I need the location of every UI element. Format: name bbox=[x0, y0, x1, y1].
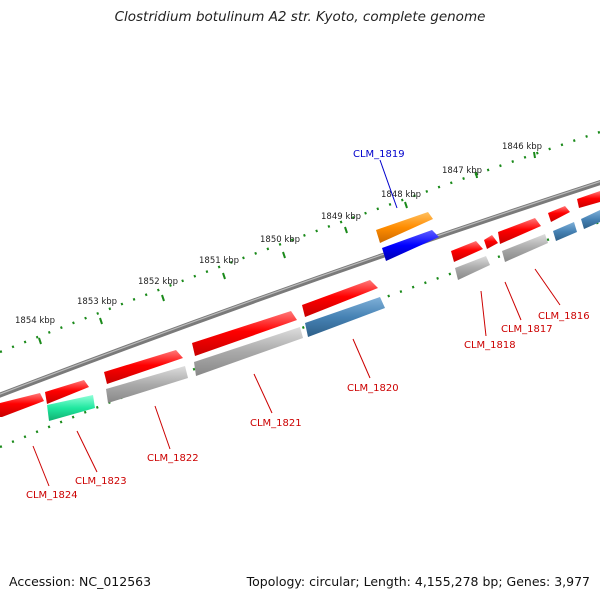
scale-label: 1849 kbp bbox=[321, 212, 361, 222]
inner-tick-ring bbox=[0, 220, 600, 449]
gene-label-clm-1817[interactable]: CLM_1817 bbox=[501, 324, 553, 335]
leader-clm-1820 bbox=[352, 338, 371, 379]
leader-clm-1817 bbox=[504, 281, 522, 321]
scale-label: 1851 kbp bbox=[199, 256, 239, 266]
leader-clm-1821 bbox=[253, 373, 273, 414]
leader-clm-1819 bbox=[379, 159, 398, 209]
gene-label-clm-1823[interactable]: CLM_1823 bbox=[75, 476, 127, 487]
map-title: Clostridium botulinum A2 str. Kyoto, com… bbox=[114, 9, 486, 25]
gene-label-clm-1818[interactable]: CLM_1818 bbox=[464, 340, 516, 351]
feature-clm-1817-cds[interactable] bbox=[498, 218, 541, 244]
feature-clm-1820-cds[interactable] bbox=[302, 280, 378, 317]
scale-label: 1850 kbp bbox=[260, 235, 300, 245]
leader-clm-1816 bbox=[534, 268, 561, 306]
scale-label: 1847 kbp bbox=[442, 166, 482, 176]
feature-small-cds[interactable] bbox=[484, 235, 498, 249]
feature-cds-edge[interactable] bbox=[577, 191, 600, 208]
feature-clm-1818-gene[interactable] bbox=[455, 256, 490, 280]
feature-clm-1819-cds[interactable] bbox=[382, 230, 439, 261]
gene-label-clm-1816[interactable]: CLM_1816 bbox=[538, 311, 590, 322]
gene-label-clm-1822[interactable]: CLM_1822 bbox=[147, 453, 199, 464]
feature-clm-1823-cds[interactable] bbox=[45, 380, 89, 404]
gene-label-clm-1819[interactable]: CLM_1819 bbox=[353, 149, 405, 160]
scale-label: 1846 kbp bbox=[502, 142, 542, 152]
genome-backbone bbox=[0, 179, 600, 398]
gene-label-clm-1820[interactable]: CLM_1820 bbox=[347, 383, 399, 394]
genome-backbone-highlight bbox=[0, 180, 600, 395]
feature-clm-1823-gene[interactable] bbox=[47, 395, 95, 421]
feature-clm-1821-gene[interactable] bbox=[194, 327, 303, 376]
scale-label: 1853 kbp bbox=[77, 297, 117, 307]
leader-clm-1822 bbox=[154, 405, 171, 450]
feature-clm-1820-gene[interactable] bbox=[305, 297, 385, 337]
scale-label: 1852 kbp bbox=[138, 277, 178, 287]
feature-clm-1817-gene[interactable] bbox=[502, 234, 548, 262]
feature-clm-1822-cds[interactable] bbox=[104, 350, 183, 384]
genome-summary-text: Topology: circular; Length: 4,155,278 bp… bbox=[246, 574, 590, 589]
feature-clm-1816-gene[interactable] bbox=[553, 222, 577, 241]
major-ticks bbox=[38, 151, 536, 345]
gene-label-clm-1824[interactable]: CLM_1824 bbox=[26, 490, 78, 501]
feature-clm-1816-cds[interactable] bbox=[548, 206, 570, 222]
feature-blue-edge[interactable] bbox=[581, 210, 600, 229]
scale-label: 1854 kbp bbox=[15, 316, 55, 326]
leader-clm-1818 bbox=[480, 290, 487, 337]
gene-label-clm-1821[interactable]: CLM_1821 bbox=[250, 418, 302, 429]
feature-clm-1819-gene[interactable] bbox=[376, 212, 433, 243]
accession-text: Accession: NC_012563 bbox=[9, 574, 152, 589]
scale-label: 1848 kbp bbox=[381, 190, 421, 200]
feature-clm-1822-gene[interactable] bbox=[106, 366, 188, 403]
feature-clm-1818-cds[interactable] bbox=[451, 241, 483, 262]
feature-clm-1821-cds[interactable] bbox=[192, 311, 297, 356]
leader-clm-1824 bbox=[32, 445, 50, 487]
leader-clm-1823 bbox=[76, 430, 98, 473]
feature-clm-1824-cds[interactable] bbox=[0, 393, 44, 417]
